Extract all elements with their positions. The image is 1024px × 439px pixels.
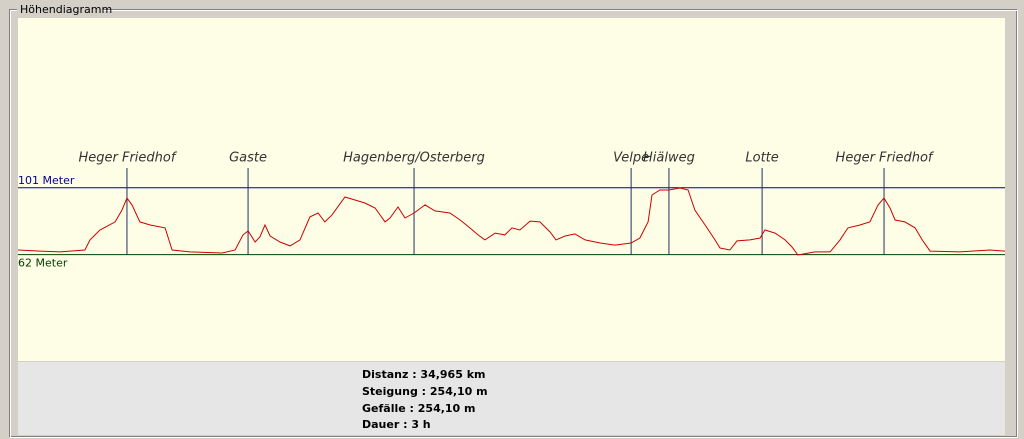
waypoint-label: Gaste (229, 151, 267, 166)
group-title: Höhendiagramm (20, 3, 112, 16)
reference-label: 101 Meter (18, 174, 75, 187)
waypoint-label: Velpe (613, 151, 649, 166)
stat: Dauer : 3 h (362, 418, 431, 431)
group-box (9, 9, 1017, 437)
reference-label: 62 Meter (18, 257, 68, 270)
waypoint-label: Heger Friedhof (78, 151, 177, 166)
stats-area (18, 362, 1005, 435)
stat: Steigung : 254,10 m (362, 385, 488, 398)
waypoint-label: Hagenberg/Osterberg (343, 151, 485, 166)
waypoint-label: Hiälweg (643, 151, 695, 166)
waypoint-label: Heger Friedhof (836, 151, 935, 166)
group-title-bg (17, 4, 103, 16)
elevation-line (17, 187, 1006, 256)
stat: Gefälle : 254,10 m (362, 402, 476, 415)
stat: Distanz : 34,965 km (362, 368, 485, 381)
waypoint-label: Lotte (745, 151, 778, 166)
plot-area (18, 18, 1005, 361)
group-box-highlight (10, 10, 1018, 438)
